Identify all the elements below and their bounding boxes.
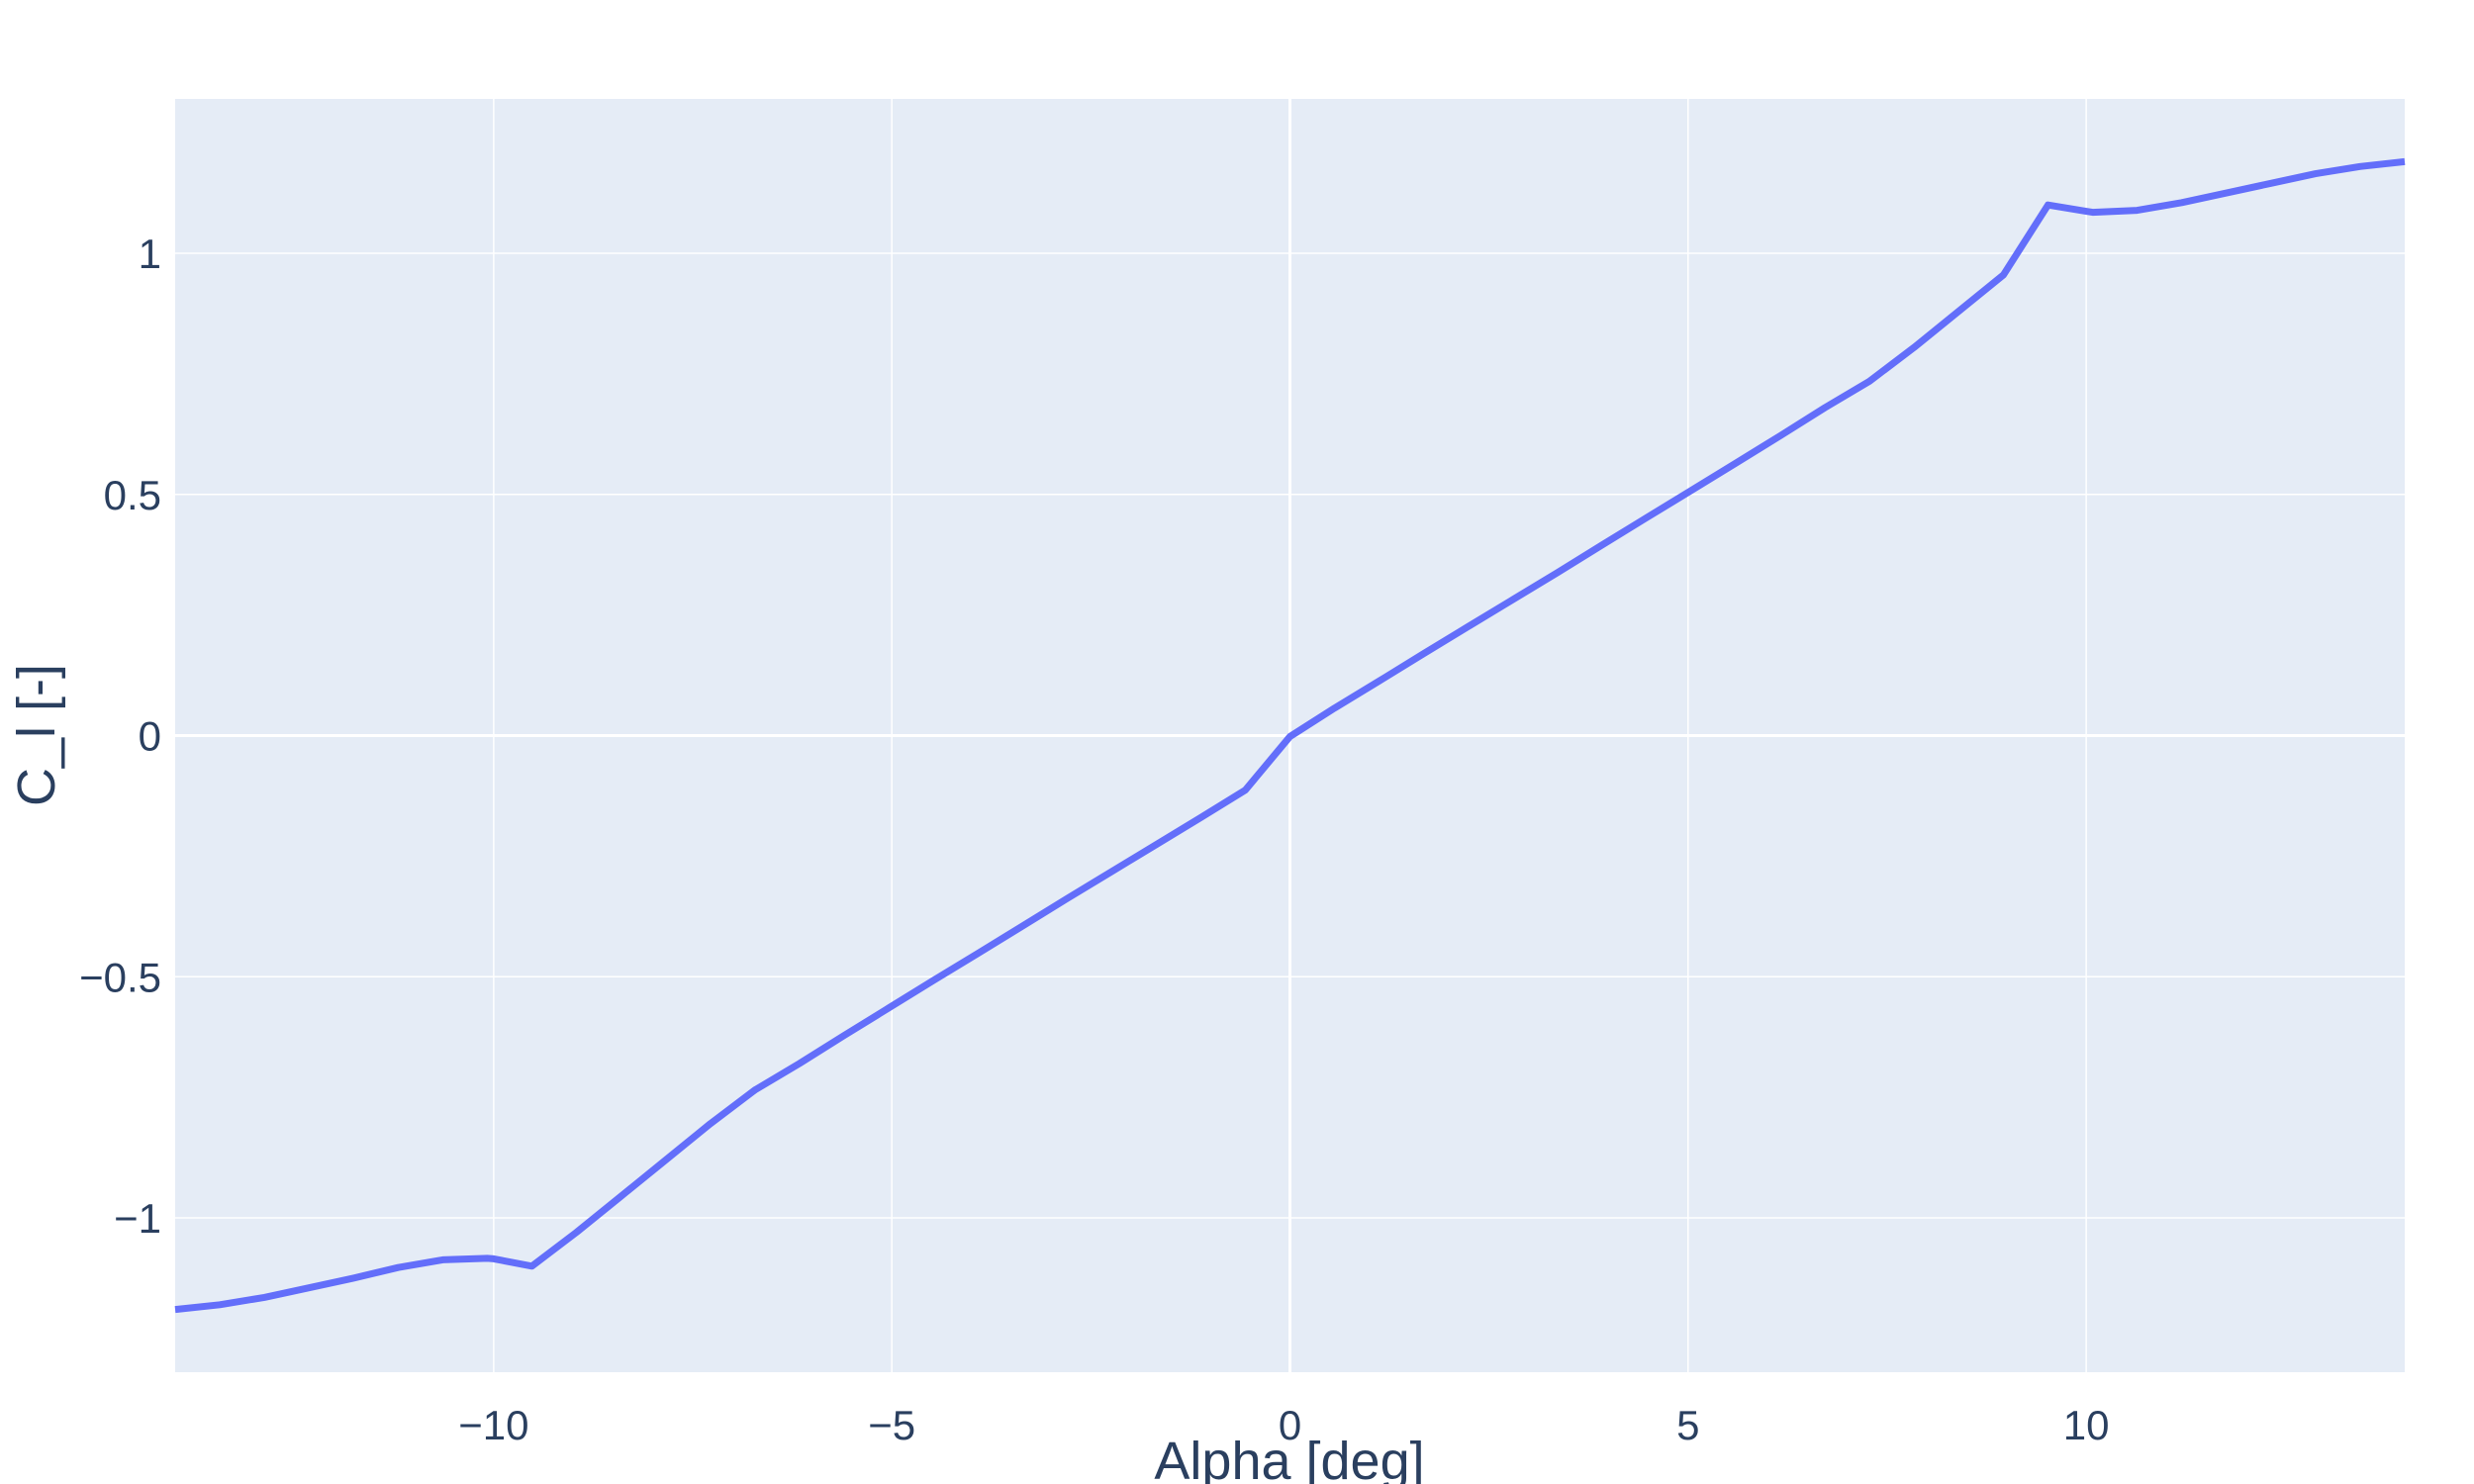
y-tick-label: 1 [139,231,161,277]
x-tick-labels: −10 −5 0 5 10 [458,1402,2109,1448]
series-layer [174,157,2406,1314]
series-line [174,157,2406,1314]
x-tick-label: −5 [868,1402,915,1448]
y-tick-label: −0.5 [79,954,161,1000]
x-tick-label: 0 [1279,1402,1301,1448]
x-axis-title: Alpha [deg] [1154,1432,1424,1484]
x-tick-label: 5 [1676,1402,1699,1448]
x-tick-label: −10 [458,1402,528,1448]
y-tick-label: 0 [139,713,161,760]
y-tick-label: −1 [114,1195,161,1242]
y-axis-title: C_l [-] [7,664,66,806]
y-tick-label: 0.5 [104,472,161,518]
x-tick-label: 10 [2063,1402,2110,1448]
y-tick-labels: 1 0.5 0 −0.5 −1 [79,231,161,1242]
